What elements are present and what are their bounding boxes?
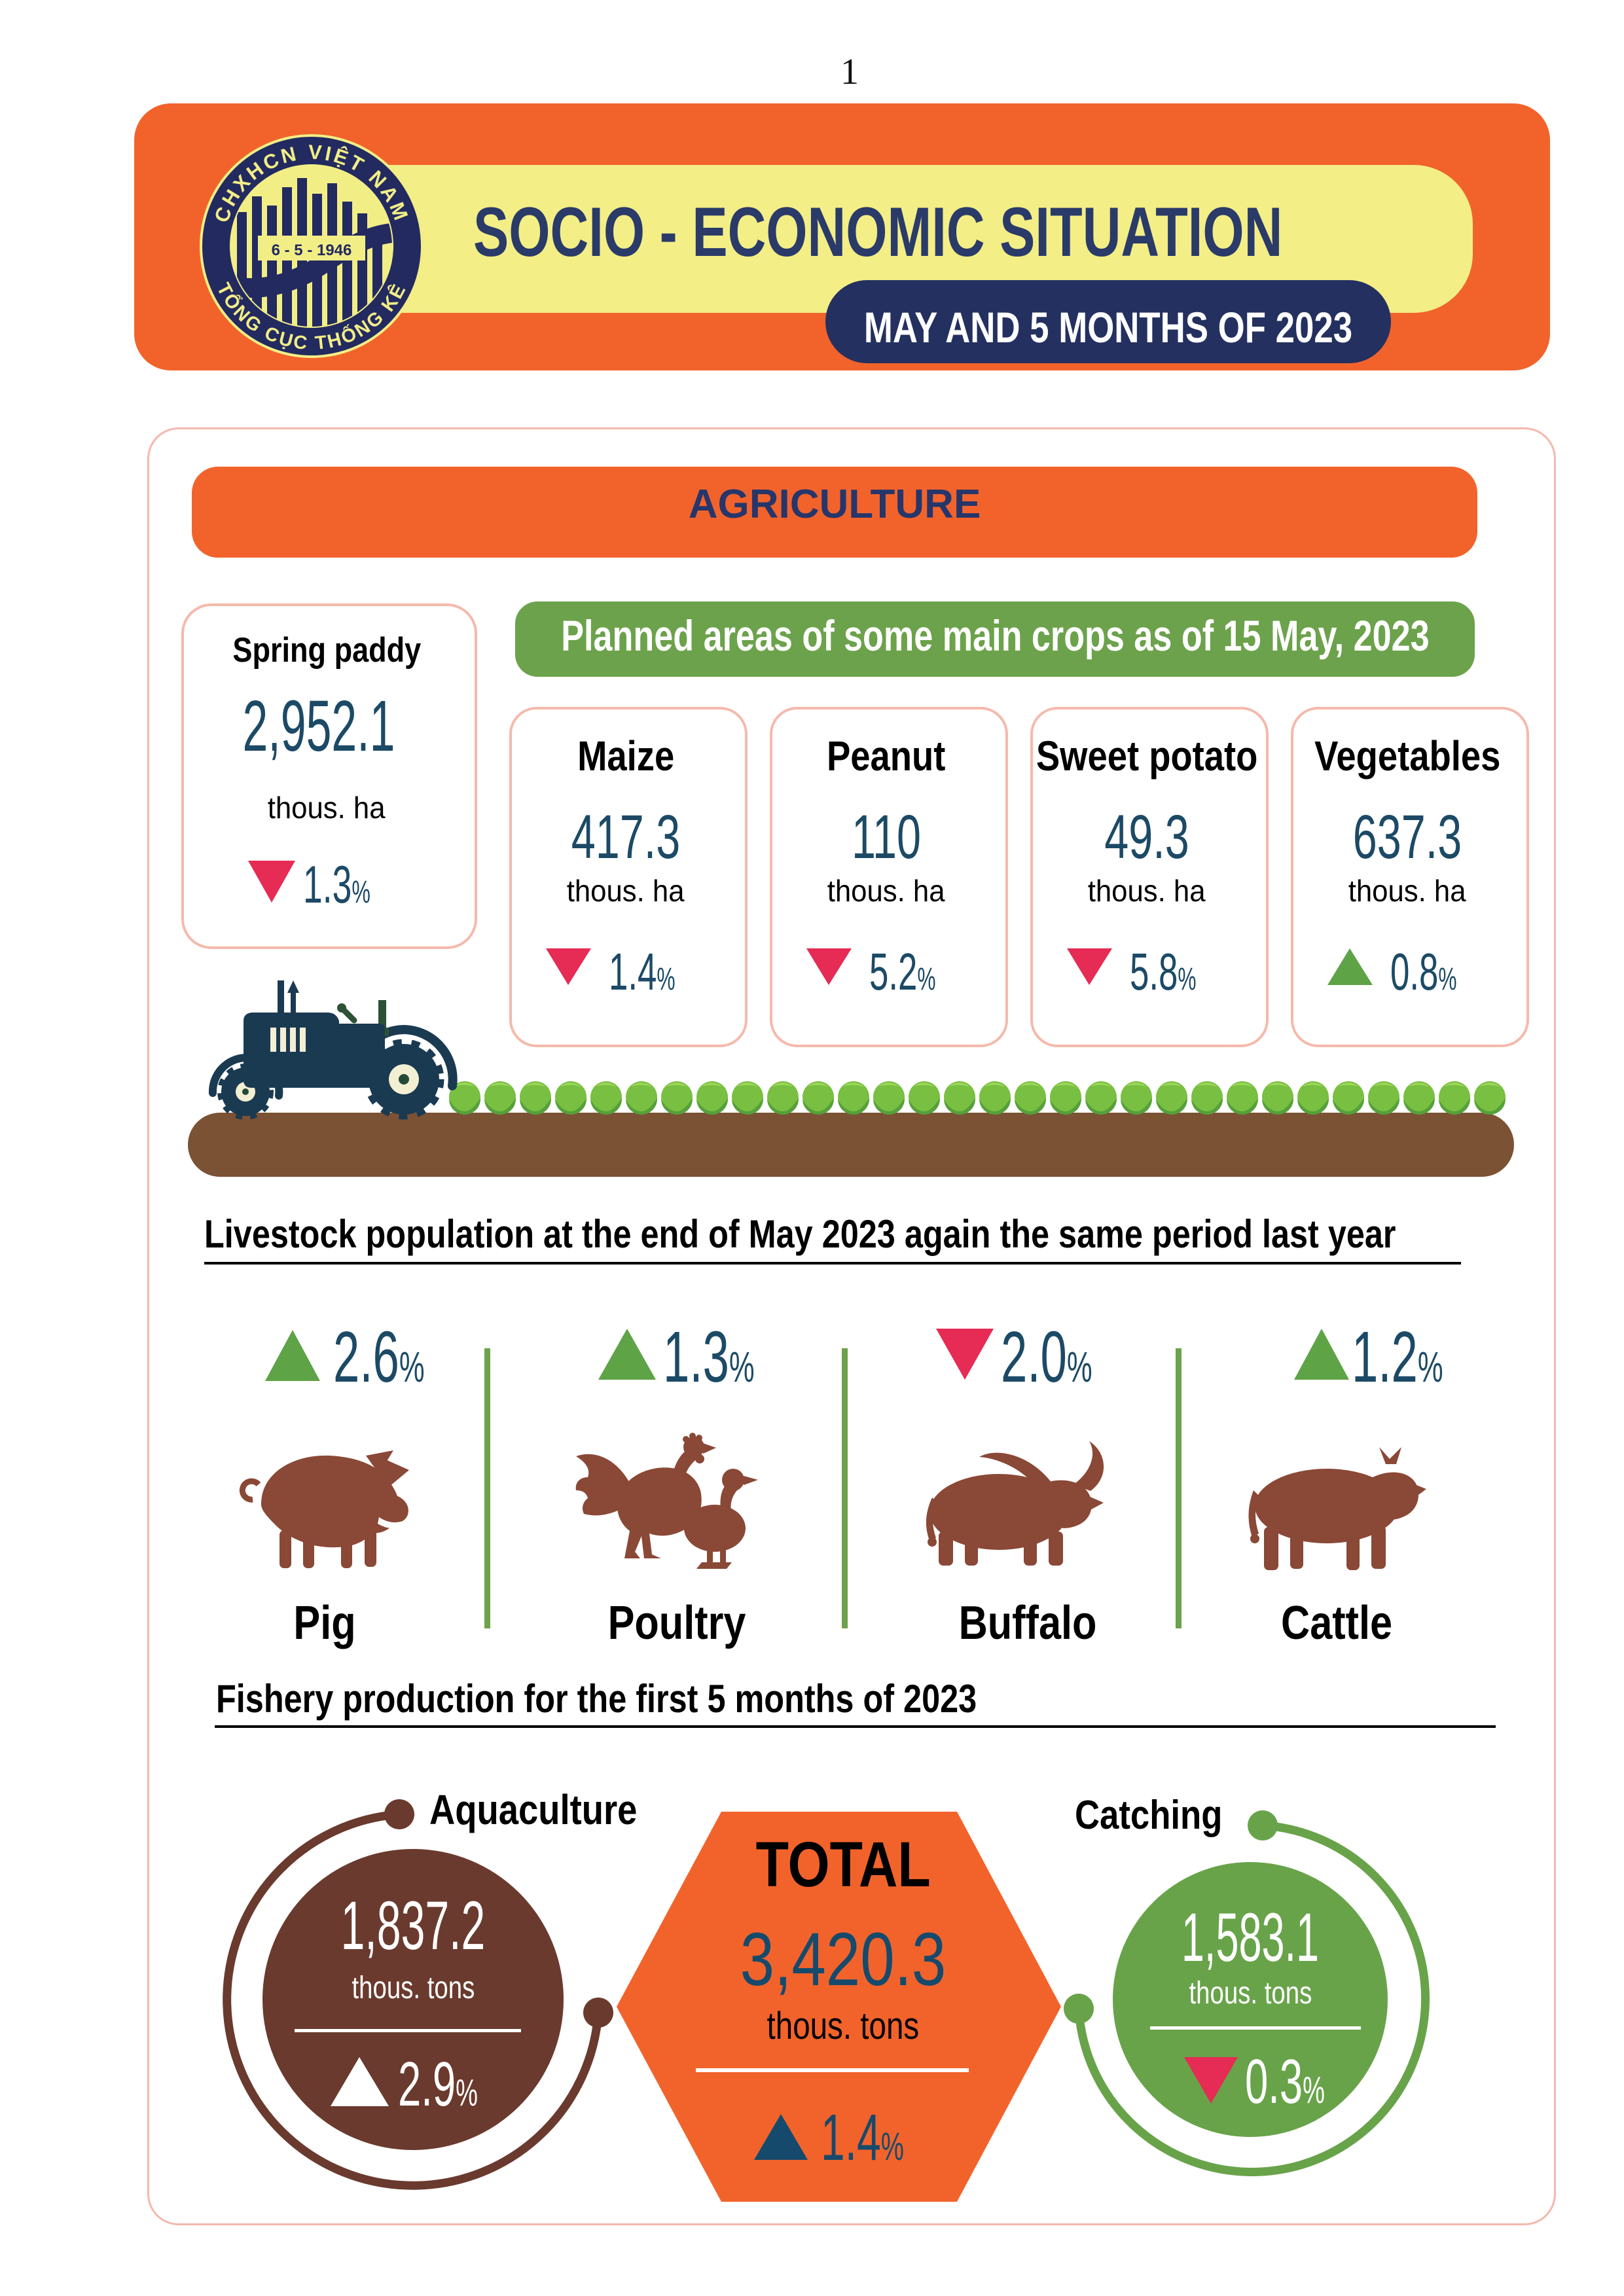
svg-text:6 - 5 - 1946: 6 - 5 - 1946 [272,242,352,259]
